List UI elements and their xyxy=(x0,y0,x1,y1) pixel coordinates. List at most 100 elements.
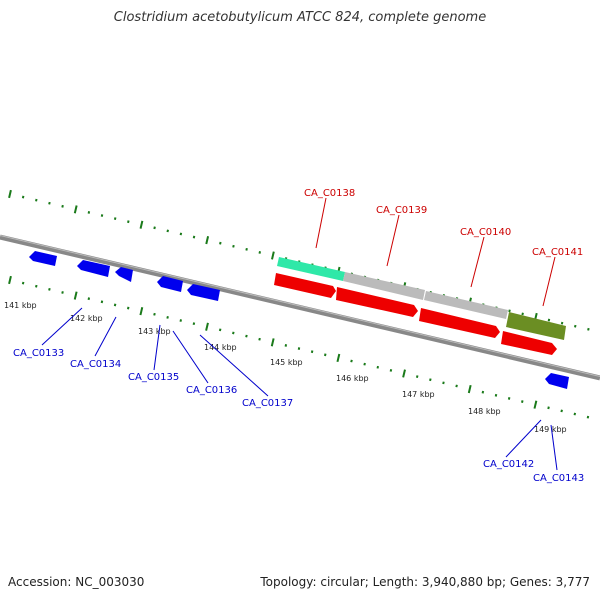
scale-label: 148 kbp xyxy=(468,407,501,416)
tick-mark xyxy=(350,359,353,363)
tick-mark xyxy=(481,390,485,394)
tick-mark xyxy=(547,318,551,322)
gene-arrow-ca-c0134[interactable] xyxy=(77,260,110,277)
tick-mark xyxy=(166,229,169,233)
tick-mark xyxy=(271,251,275,260)
cds-row xyxy=(277,257,566,340)
tick-mark xyxy=(402,369,406,378)
tick-mark xyxy=(35,284,38,288)
tick-mark xyxy=(127,220,130,224)
tick-mark xyxy=(179,319,183,322)
gene-label-ca-c0142[interactable]: CA_C0142 xyxy=(483,459,534,470)
tick-mark xyxy=(270,338,275,347)
tick-mark xyxy=(429,378,432,382)
tick-mark xyxy=(455,384,458,388)
tick-mark xyxy=(35,198,38,202)
tick-mark xyxy=(205,322,209,331)
cds-bar-gray[interactable] xyxy=(424,291,508,319)
scale-label: 142 kbp xyxy=(70,314,103,323)
gene-label-ca-c0141[interactable]: CA_C0141 xyxy=(532,247,583,258)
cds-bar-olive[interactable] xyxy=(506,312,566,340)
tick-mark xyxy=(533,400,538,409)
gene-label-ca-c0135[interactable]: CA_C0135 xyxy=(128,372,179,383)
scale-label: 149 kbp xyxy=(534,425,567,434)
gene-label-ca-c0136[interactable]: CA_C0136 xyxy=(186,385,237,396)
tick-mark xyxy=(73,205,78,214)
gene-label-ca-c0140[interactable]: CA_C0140 xyxy=(460,227,511,238)
tick-mark xyxy=(8,189,12,199)
scale-label: 145 kbp xyxy=(270,358,303,367)
forward-genes xyxy=(274,273,557,355)
tick-mark xyxy=(245,334,248,338)
tick-mark xyxy=(547,406,550,410)
gene-label-ca-c0139[interactable]: CA_C0139 xyxy=(376,205,427,216)
tick-mark xyxy=(139,307,144,316)
gene-arrow-ca-c0142[interactable] xyxy=(545,373,569,389)
tick-mark xyxy=(258,251,262,254)
tick-mark xyxy=(467,384,472,394)
scale-labels: 141 kbp 142 kbp 143 kbp 144 kbp 145 kbp … xyxy=(4,301,567,434)
tick-mark xyxy=(48,201,51,205)
tick-mark xyxy=(100,300,104,304)
tick-mark xyxy=(21,281,25,285)
tick-mark xyxy=(192,322,196,326)
tick-mark xyxy=(508,309,511,313)
tick-mark xyxy=(113,217,117,220)
gene-label-ca-c0138[interactable]: CA_C0138 xyxy=(304,188,355,199)
outer-tick-track xyxy=(8,189,590,331)
gene-arrow-ca-c0140[interactable] xyxy=(419,308,500,338)
tick-mark xyxy=(192,235,196,239)
scale-label: 141 kbp xyxy=(4,301,37,310)
gene-label-ca-c0133[interactable]: CA_C0133 xyxy=(13,348,64,359)
gene-arrow-ca-c0133[interactable] xyxy=(29,251,57,266)
scale-label: 144 kbp xyxy=(204,343,237,352)
tick-mark xyxy=(61,291,64,294)
tick-mark xyxy=(205,235,210,245)
tick-mark xyxy=(586,415,590,419)
genome-summary: Topology: circular; Length: 3,940,880 bp… xyxy=(260,575,590,589)
accession-text: Accession: NC_003030 xyxy=(8,575,145,589)
gene-arrow-ca-c0136[interactable] xyxy=(187,284,220,301)
genome-backbone xyxy=(0,234,600,381)
tick-mark xyxy=(245,247,248,251)
gene-label-ca-c0134[interactable]: CA_C0134 xyxy=(70,359,121,370)
tick-mark xyxy=(73,291,78,300)
tick-mark xyxy=(139,220,144,229)
gene-arrow-ca-c0138[interactable] xyxy=(274,273,336,298)
tick-mark xyxy=(521,312,524,316)
tick-mark xyxy=(179,232,183,236)
gene-label-ca-c0143[interactable]: CA_C0143 xyxy=(533,473,584,484)
map-title: Clostridium acetobutylicum ATCC 824, com… xyxy=(113,10,487,25)
tick-mark xyxy=(48,287,51,291)
tick-mark xyxy=(284,344,288,347)
tick-mark xyxy=(573,412,577,416)
gene-arrow-ca-c0134b[interactable] xyxy=(115,267,133,282)
cds-bar-gray[interactable] xyxy=(343,272,425,300)
tick-mark xyxy=(153,226,156,230)
tick-mark xyxy=(560,409,563,413)
tick-mark xyxy=(21,195,25,199)
cds-bar-teal[interactable] xyxy=(277,257,345,281)
tick-mark xyxy=(218,328,222,332)
tick-mark xyxy=(126,306,130,310)
tick-mark xyxy=(87,297,91,301)
tick-mark xyxy=(442,381,445,385)
gene-arrow-ca-c0141[interactable] xyxy=(501,331,557,355)
reverse-gene-labels xyxy=(41,307,558,471)
tick-mark xyxy=(310,350,314,354)
gene-arrow-ca-c0139[interactable] xyxy=(336,287,418,317)
forward-gene-labels xyxy=(315,197,556,307)
gene-label-ca-c0137[interactable]: CA_C0137 xyxy=(242,398,293,409)
tick-mark xyxy=(258,337,261,341)
tick-mark xyxy=(507,397,511,400)
tick-mark xyxy=(166,316,169,319)
scale-label: 147 kbp xyxy=(402,390,435,399)
tick-mark xyxy=(61,204,64,208)
tick-mark xyxy=(297,347,301,350)
gene-arrow-ca-c0135[interactable] xyxy=(157,276,183,292)
tick-mark xyxy=(8,275,12,285)
tick-mark xyxy=(389,368,393,372)
tick-mark xyxy=(363,362,366,366)
tick-mark xyxy=(376,365,380,369)
